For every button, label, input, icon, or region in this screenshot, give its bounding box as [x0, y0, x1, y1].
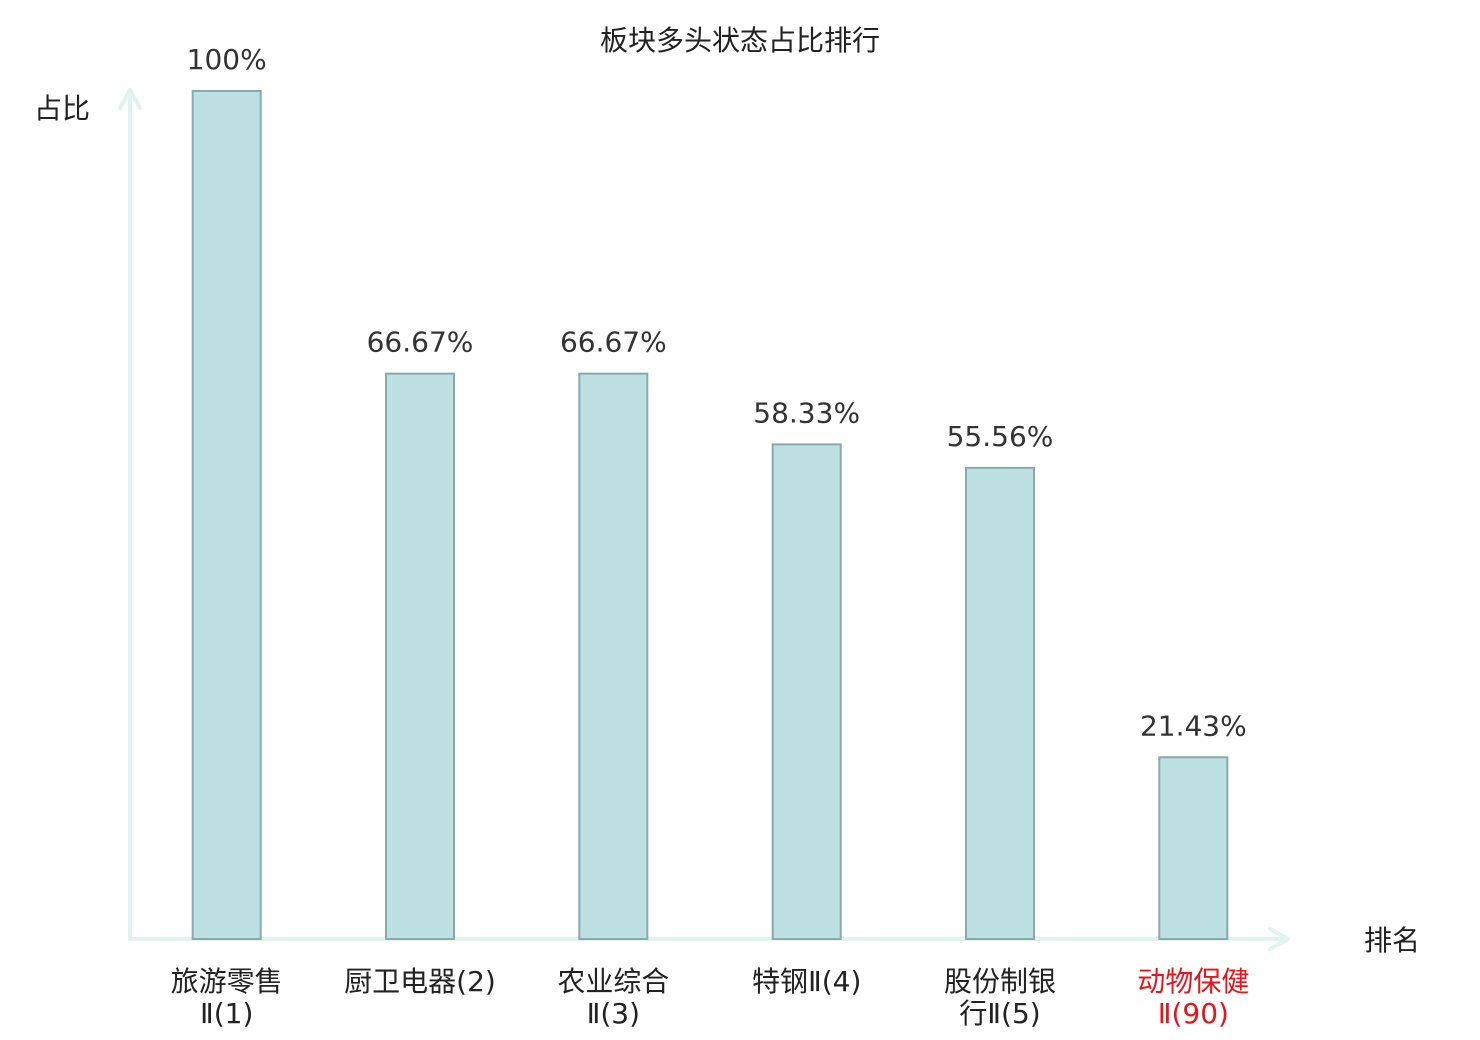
x-tick-label: Ⅱ(3): [587, 997, 640, 1030]
chart-title: 板块多头状态占比排行: [600, 24, 880, 57]
value-label: 55.56%: [947, 420, 1054, 453]
x-tick-label: 旅游零售: [171, 965, 283, 998]
bar: [385, 372, 455, 940]
x-axis: [128, 927, 1290, 951]
y-axis: [118, 88, 142, 941]
x-tick-label: 农业综合: [557, 965, 669, 998]
x-tick-label: 股份制银: [944, 965, 1056, 998]
bar: [191, 90, 262, 940]
bar: [771, 443, 842, 940]
bar: [965, 466, 1035, 940]
bar: [1158, 756, 1229, 941]
value-label: 66.67%: [367, 326, 474, 359]
x-tick-label: 厨卫电器(2): [344, 965, 496, 998]
x-axis-title: 排名: [1364, 924, 1420, 957]
value-label: 58.33%: [753, 396, 860, 429]
y-axis-title: 占比: [34, 92, 90, 125]
x-tick-label: Ⅱ(90): [1158, 997, 1229, 1030]
x-tick-label: 动物保健: [1137, 965, 1249, 998]
x-tick-label: 特钢Ⅱ(4): [752, 965, 861, 998]
value-label: 66.67%: [560, 326, 667, 359]
value-label: 21.43%: [1140, 709, 1247, 742]
value-label: 100%: [187, 43, 267, 76]
bar: [578, 372, 649, 940]
x-tick-label: Ⅱ(1): [200, 997, 253, 1030]
x-tick-label: 行Ⅱ(5): [959, 997, 1040, 1030]
